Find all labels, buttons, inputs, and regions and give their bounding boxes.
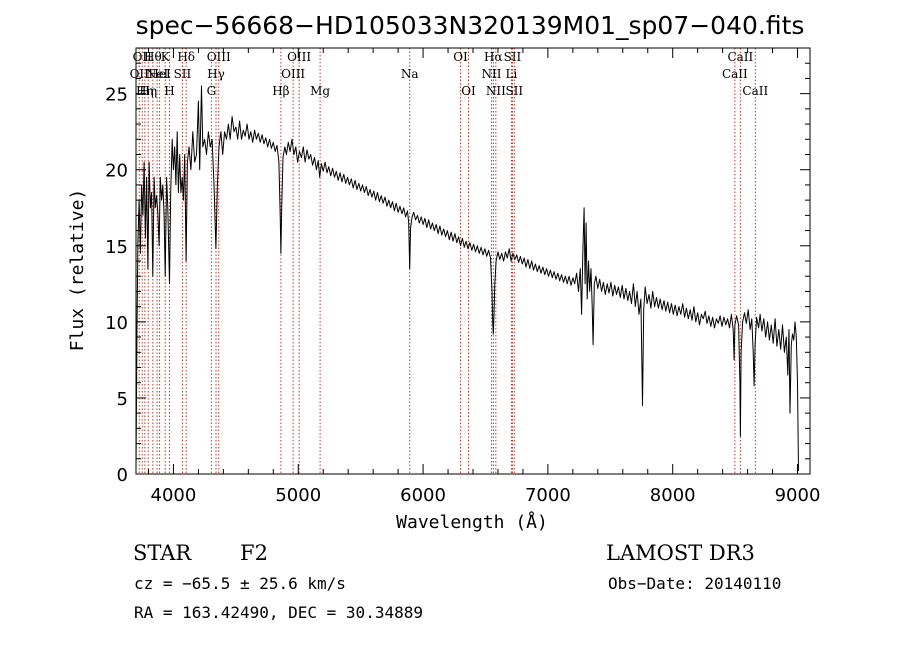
object-class-text: STAR	[133, 541, 192, 565]
line-label-oiii: OIII	[207, 50, 231, 64]
line-label-sii: SII	[504, 50, 522, 64]
x-axis-label: Wavelength (Å)	[396, 511, 548, 533]
y-tick-label: 10	[105, 313, 128, 334]
y-tick-label: 0	[117, 465, 128, 486]
line-label-oiii: OIII	[281, 67, 305, 81]
plot-frame	[135, 47, 811, 475]
x-tick-label: 6000	[400, 485, 446, 506]
line-label-sii: SII	[174, 67, 192, 81]
x-tick-label: 7000	[525, 485, 571, 506]
line-label-caii: CaII	[727, 50, 753, 64]
line-label-sii: SII	[505, 84, 523, 98]
line-label-hβ: Hβ	[272, 84, 289, 98]
x-tick-label: 8000	[650, 485, 696, 506]
y-tick-label: 5	[117, 389, 128, 410]
line-label-nii: NII	[486, 84, 506, 98]
line-label-hδ: Hδ	[177, 50, 195, 64]
spectrum-series-group	[135, 85, 799, 472]
line-label-hγ: Hγ	[207, 67, 225, 81]
coordinates-text: RA = 163.42490, DEC = 30.34889	[134, 603, 423, 622]
line-label-na: Na	[401, 67, 419, 81]
series-line-spectrum	[135, 85, 799, 472]
survey-text: LAMOST DR3	[606, 541, 755, 565]
line-label-mg: Mg	[310, 84, 330, 98]
line-label-caii: CaII	[722, 67, 748, 81]
y-axis-label: Flux (relative)	[67, 189, 88, 352]
line-label-oii: OII	[133, 50, 153, 64]
line-label-hei: HeI	[148, 67, 171, 81]
line-label-oi: OI	[461, 84, 476, 98]
line-label-li: Li	[506, 67, 518, 81]
y-tick-label: 25	[105, 85, 128, 106]
chart-title: spec−56668−HD105033N320139M01_sp07−040.f…	[136, 11, 805, 40]
line-label-k: K	[161, 50, 171, 64]
line-label-nii: NII	[481, 67, 501, 81]
x-tick-label: 5000	[275, 485, 321, 506]
line-label-group: OIIOIIHηHηHθNeIHeIKHSIIHδGHγOIIIHβOIIIOI…	[130, 50, 769, 98]
obs-date-text: Obs−Date: 20140110	[608, 574, 781, 593]
line-label-hη: Hη	[139, 84, 157, 98]
line-label-hα: Hα	[484, 50, 503, 64]
y-tick-label: 20	[105, 161, 128, 182]
line-marker-group	[138, 48, 756, 474]
redshift-text: cz = −65.5 ± 25.6 km/s	[134, 574, 346, 593]
x-tick-label: 9000	[775, 485, 821, 506]
line-label-nei: NeI	[146, 67, 169, 81]
line-label-g: G	[207, 84, 217, 98]
line-label-caii: CaII	[742, 84, 768, 98]
y-tick-label: 15	[105, 237, 128, 258]
line-label-h: H	[164, 84, 174, 98]
line-label-oii: OII	[130, 67, 150, 81]
x-tick-label: 4000	[151, 485, 197, 506]
line-label-oi: OI	[453, 50, 468, 64]
line-label-hη: Hη	[136, 84, 154, 98]
axis-ticks-group: 4000 5000 6000 7000 8000 9000 0 5 10 15 20 25	[105, 48, 820, 506]
subclass-text: F2	[240, 541, 268, 565]
line-label-hθ: Hθ	[144, 50, 162, 64]
line-label-oiii: OIII	[287, 50, 311, 64]
